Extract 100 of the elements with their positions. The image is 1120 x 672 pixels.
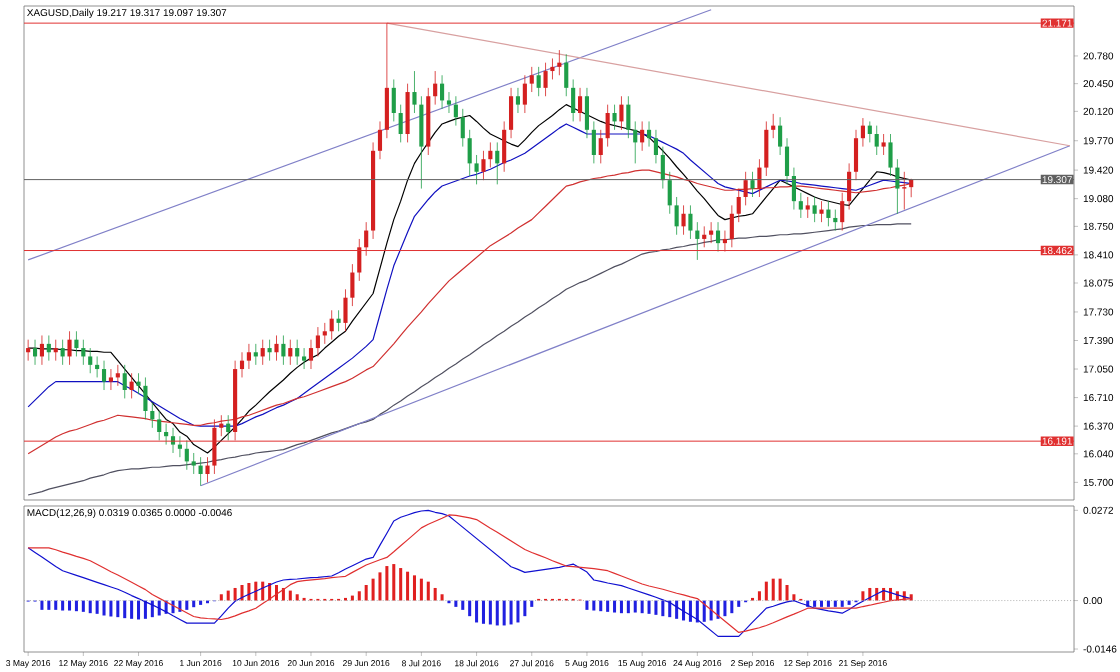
candlestick [840, 192, 845, 231]
candlestick [74, 330, 79, 357]
candlestick [219, 414, 224, 437]
candlestick [847, 162, 852, 210]
candlestick [826, 200, 831, 227]
candlestick [778, 116, 783, 156]
candlestick [315, 326, 320, 357]
candlestick [784, 137, 790, 185]
candlestick [391, 79, 396, 122]
candlestick [660, 146, 665, 189]
candlestick [67, 330, 72, 366]
candlestick [302, 347, 307, 370]
candlestick [177, 435, 182, 458]
candlestick [53, 339, 58, 362]
candlestick [377, 121, 383, 160]
candlestick [39, 335, 45, 366]
candlestick [750, 171, 755, 198]
candlestick [205, 456, 210, 483]
candlestick [398, 104, 403, 143]
candlestick [88, 347, 93, 374]
candlestick [833, 209, 838, 231]
candlestick [136, 372, 141, 395]
candlestick [253, 343, 258, 366]
candlestick [577, 87, 583, 122]
candlestick [81, 339, 86, 366]
candlestick [46, 335, 51, 362]
candlestick [460, 108, 465, 147]
candlestick [295, 339, 300, 366]
candlestick [812, 196, 817, 223]
candlestick [715, 221, 721, 252]
candlestick [709, 221, 714, 244]
candlestick [26, 339, 31, 362]
candlestick [640, 121, 645, 152]
candlestick [633, 121, 638, 164]
candlestick [874, 125, 879, 156]
candlestick [550, 58, 555, 80]
candlestick [467, 129, 472, 177]
candlestick [729, 204, 734, 248]
candlestick [198, 456, 203, 487]
candlestick [881, 133, 886, 156]
candlestick [736, 188, 741, 223]
candlestick [446, 91, 452, 114]
candlestick [653, 129, 659, 164]
candlestick [674, 196, 679, 236]
candlestick [60, 339, 65, 366]
candlestick [771, 113, 776, 139]
candlestick [626, 95, 631, 139]
candlestick [308, 339, 314, 370]
candlestick [212, 419, 217, 475]
candlestick [853, 129, 859, 181]
candlestick [805, 196, 810, 219]
candlestick [488, 142, 493, 168]
candlestick [108, 368, 113, 391]
candlestick [226, 414, 231, 441]
candlestick [419, 95, 424, 189]
candlestick [722, 230, 727, 252]
candlestick [584, 87, 590, 139]
candlestick [681, 204, 686, 236]
candlestick [267, 339, 272, 362]
candlestick [743, 171, 748, 206]
candlestick [605, 104, 610, 147]
candlestick [564, 53, 569, 97]
candlestick [612, 104, 617, 131]
candlestick [695, 221, 700, 261]
candlestick [508, 87, 514, 139]
candlestick [157, 410, 162, 441]
candlestick [667, 171, 672, 215]
candlestick [143, 377, 148, 420]
candlestick [646, 121, 652, 147]
candlestick [357, 238, 362, 282]
candlestick [474, 154, 479, 185]
candlestick [757, 158, 762, 198]
candlestick [688, 204, 693, 240]
candlestick [122, 364, 127, 399]
candlestick [288, 339, 293, 366]
candlestick [867, 121, 872, 143]
candlestick [129, 372, 134, 399]
candlestick [384, 22, 389, 139]
candlestick [791, 167, 796, 210]
candlestick [274, 335, 279, 362]
candlestick [433, 70, 438, 106]
candlestick [246, 343, 251, 370]
candlestick [895, 158, 900, 215]
candlestick [860, 117, 865, 147]
candlestick [164, 423, 169, 445]
candlestick [184, 440, 189, 471]
candlestick [522, 74, 527, 114]
candlestick [543, 62, 548, 97]
candlestick [798, 192, 803, 219]
candlestick [495, 142, 500, 185]
candlestick [329, 309, 334, 341]
candlestick [557, 49, 562, 76]
candlestick [101, 360, 107, 391]
candlestick [343, 288, 348, 332]
candlestick [336, 309, 341, 332]
candlestick [529, 66, 534, 93]
candlestick [412, 70, 417, 114]
candlestick [150, 402, 155, 429]
candlestick [170, 427, 176, 454]
candlestick [239, 351, 245, 378]
